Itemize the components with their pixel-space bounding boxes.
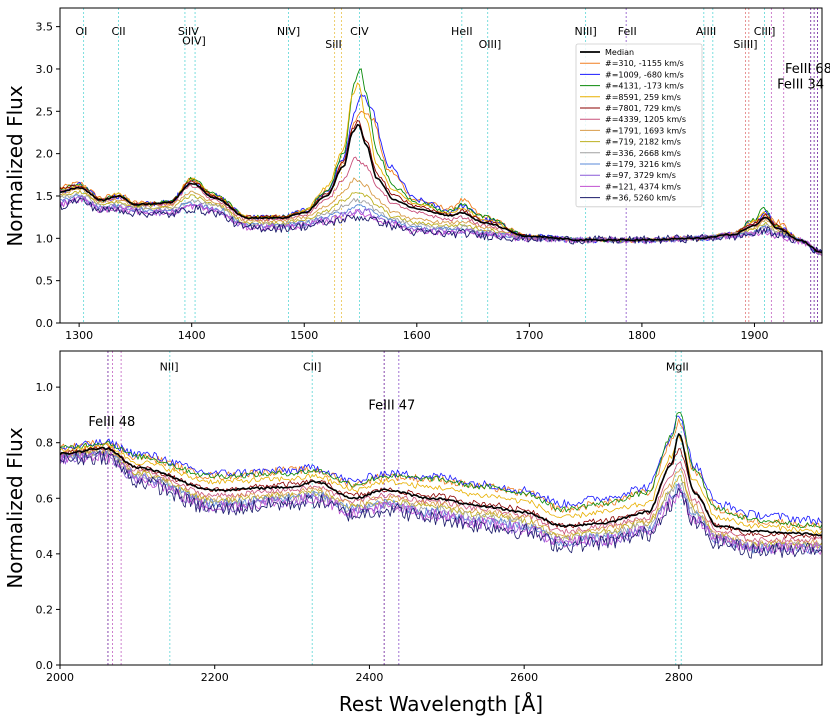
y-tick-label: 3.0 [36, 63, 54, 76]
series-group [60, 412, 822, 559]
emission-line-label: CIV [350, 25, 369, 38]
legend-entry: #=4131, -173 km/s [605, 82, 684, 91]
x-tick-label: 1800 [628, 329, 656, 342]
series-line [60, 197, 822, 254]
x-tick-label: 2200 [201, 671, 229, 684]
legend-entry: #=336, 2668 km/s [605, 149, 681, 158]
legend-entry: #=4339, 1205 km/s [605, 115, 686, 124]
x-tick-label: 1300 [65, 329, 93, 342]
emission-line-label: HeII [451, 25, 473, 38]
legend-entry: #=121, 4374 km/s [605, 182, 681, 191]
legend-entry: #=1009, -680 km/s [605, 70, 684, 79]
emission-line-label: CII [111, 25, 125, 38]
y-tick-label: 0.0 [36, 317, 54, 330]
legend-entry: #=97, 3729 km/s [605, 171, 676, 180]
feiii-label: FeIII 68 [785, 62, 830, 77]
reference-lines [83, 8, 818, 323]
plot-frame [59, 350, 823, 666]
emission-line-label: MgII [666, 360, 689, 373]
legend-entry: #=179, 3216 km/s [605, 160, 681, 169]
legend-entry: #=1791, 1693 km/s [605, 126, 686, 135]
series-line [60, 68, 822, 255]
y-tick-label: 0.2 [36, 603, 54, 616]
y-tick-label: 2.0 [36, 148, 54, 161]
legend-entry: #=7801, 729 km/s [605, 104, 681, 113]
emission-line-label: OI [75, 25, 87, 38]
emission-line-label: CIII] [754, 25, 776, 38]
x-tick-label: 2800 [665, 671, 693, 684]
bottom-panel: 2000 2200 2400 2600 2800 0.0 0.2 0.4 0.6 0.8 1.0 NI… [36, 350, 823, 684]
series-line [60, 110, 822, 254]
top-panel: 1300 1400 1500 1600 1700 1800 1900 0.0 0.5 1.0 1.5… [36, 7, 830, 342]
x-tick-label: 2600 [510, 671, 538, 684]
y-tick-label: 1.0 [36, 232, 54, 245]
x-tick-label: 2000 [46, 671, 74, 684]
x-tick-label: 1900 [740, 329, 768, 342]
legend: Median #=310, -1155 km/s #=1009, -680 km/s… [575, 43, 703, 208]
series-line [60, 194, 822, 256]
legend-entry: #=719, 2182 km/s [605, 138, 681, 147]
feiii-label: FeIII 48 [88, 415, 135, 430]
top-y-axis-label: Normalized Flux [3, 85, 27, 247]
series-line [60, 451, 822, 559]
series-line [60, 195, 822, 256]
series-group [60, 68, 822, 257]
legend-entry: #=8591, 259 km/s [605, 93, 681, 102]
x-tick-label: 1600 [403, 329, 431, 342]
legend-entry: Median [605, 48, 634, 57]
emission-line-label: NII] [160, 360, 179, 373]
y-tick-label: 0.0 [36, 659, 54, 672]
x-tick-label: 1400 [178, 329, 206, 342]
y-tick-label: 1.5 [36, 190, 54, 203]
x-tick-label: 2400 [355, 671, 383, 684]
x-tick-label: 1500 [290, 329, 318, 342]
emission-line-label: NIV] [277, 25, 300, 38]
emission-line-label: CII] [303, 360, 321, 373]
series-line [60, 450, 822, 555]
series-line [60, 433, 822, 537]
legend-box [575, 43, 703, 208]
series-line [60, 434, 822, 535]
series-line [60, 412, 822, 529]
y-tick-label: 0.4 [36, 548, 54, 561]
series-line [60, 123, 822, 254]
emission-line-label: AlIII [696, 25, 716, 38]
y-tick-label: 0.8 [36, 437, 54, 450]
x-axis-label: Rest Wavelength [Å] [339, 692, 543, 716]
emission-line-label: FeII [618, 25, 637, 38]
feiii-label: FeIII 34 [777, 77, 824, 92]
legend-entry: #=36, 5260 km/s [605, 194, 676, 203]
emission-line-label: OIV] [182, 34, 206, 47]
emission-line-label: SiII [325, 38, 342, 51]
series-line [60, 418, 822, 530]
reference-lines [107, 351, 682, 665]
series-line [60, 450, 822, 551]
emission-line-label: NIII] [575, 25, 597, 38]
y-tick-label: 2.5 [36, 105, 54, 118]
series-line [60, 415, 822, 525]
emission-line-label: OIII] [479, 38, 502, 51]
feiii-label: FeIII 47 [368, 398, 415, 413]
x-tick-label: 1700 [515, 329, 543, 342]
emission-line-label: SiIV [178, 25, 199, 38]
legend-entry: #=310, -1155 km/s [605, 59, 684, 68]
plot-frame [59, 7, 823, 324]
series-line [60, 446, 822, 540]
emission-line-label: SiIII] [733, 38, 757, 51]
y-tick-label: 3.5 [36, 21, 54, 34]
y-tick-label: 1.0 [36, 381, 54, 394]
bottom-y-axis-label: Normalized Flux [3, 427, 27, 589]
y-tick-label: 0.6 [36, 492, 54, 505]
y-tick-label: 0.5 [36, 275, 54, 288]
